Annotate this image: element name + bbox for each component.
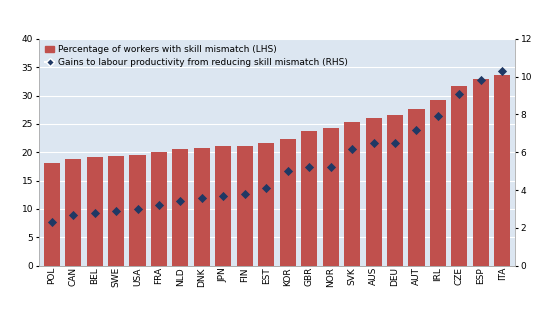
Point — [391, 140, 399, 145]
Bar — [194, 148, 210, 266]
Bar — [216, 146, 232, 266]
Point — [348, 146, 357, 151]
Point — [176, 199, 185, 204]
Point — [476, 78, 485, 83]
Bar — [473, 79, 489, 266]
Point — [133, 206, 142, 212]
Bar — [387, 115, 403, 266]
Bar — [130, 155, 146, 266]
Point — [455, 91, 464, 96]
Bar — [494, 75, 510, 266]
Bar — [366, 118, 382, 266]
Bar — [408, 109, 424, 266]
Point — [69, 212, 78, 217]
Point — [197, 195, 206, 200]
Bar — [108, 156, 124, 266]
Point — [369, 140, 378, 145]
Bar — [344, 122, 360, 266]
Bar — [452, 86, 468, 266]
Bar — [44, 163, 60, 266]
Bar — [280, 139, 296, 266]
Point — [111, 208, 120, 214]
Point — [262, 186, 271, 191]
Bar — [151, 152, 167, 266]
Point — [240, 191, 249, 196]
Point — [498, 68, 507, 74]
Point — [283, 168, 292, 174]
Bar — [301, 131, 317, 266]
Point — [434, 114, 443, 119]
Point — [305, 165, 314, 170]
Point — [90, 210, 99, 215]
Bar — [258, 143, 274, 266]
Point — [326, 165, 335, 170]
Bar — [430, 100, 446, 266]
Bar — [322, 128, 338, 266]
Bar — [237, 146, 253, 266]
Bar — [65, 158, 81, 266]
Bar — [86, 157, 102, 266]
Legend: Percentage of workers with skill mismatch (LHS), Gains to labour productivity fr: Percentage of workers with skill mismatc… — [43, 43, 350, 69]
Point — [412, 127, 421, 132]
Point — [155, 202, 163, 208]
Point — [219, 193, 228, 198]
Bar — [172, 149, 188, 266]
Point — [47, 220, 56, 225]
